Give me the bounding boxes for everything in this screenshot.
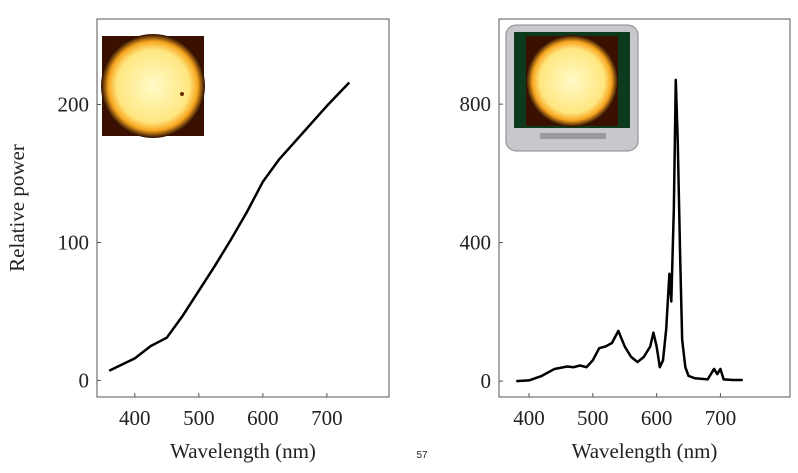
y-axis-label: Relative power	[5, 144, 29, 272]
x-tick-label: 500	[183, 406, 215, 430]
tv-image	[505, 24, 639, 152]
x-tick-label: 600	[641, 406, 673, 430]
y-tick-label: 800	[460, 92, 492, 116]
x-tick-label: 700	[311, 406, 343, 430]
x-axis-label: Wavelength (nm)	[572, 439, 718, 463]
x-axis-label: Wavelength (nm)	[170, 439, 316, 463]
y-tick-label: 200	[58, 93, 90, 117]
y-tick-label: 0	[481, 369, 492, 393]
data-line	[108, 81, 351, 372]
plot-frame	[498, 18, 791, 398]
y-tick-label: 100	[58, 230, 90, 254]
y-tick-label: 0	[79, 368, 90, 392]
plot-frame	[96, 18, 390, 398]
sun-image	[101, 34, 205, 138]
x-tick-label: 400	[119, 406, 151, 430]
y-tick-label: 400	[460, 231, 492, 255]
x-tick-label: 600	[247, 406, 279, 430]
x-tick-label: 400	[513, 406, 545, 430]
x-tick-label: 700	[705, 406, 737, 430]
data-line	[516, 78, 743, 383]
page-number: 57	[416, 450, 428, 461]
x-tick-label: 500	[577, 406, 609, 430]
